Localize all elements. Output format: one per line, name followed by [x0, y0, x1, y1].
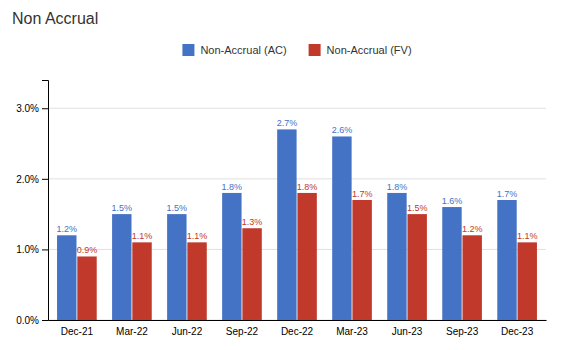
data-labels: 1.2% 1.5% 1.5% 1.8% 2.7% 2.6% 1.8% 1.6% 1.7% 0.9%… [57, 118, 538, 255]
x-axis: Dec-21 Mar-22 Jun-22 Sep-22 Dec-22 Mar-23 Jun-… [49, 320, 547, 337]
data-label: 1.5% [112, 203, 133, 213]
bar [187, 242, 206, 320]
y-tick: 2.0% [16, 174, 48, 185]
data-label: 1.7% [352, 189, 373, 199]
bar [518, 242, 537, 320]
grid-line [48, 108, 546, 109]
bar [222, 193, 241, 320]
x-tick-label: Jun-23 [392, 326, 423, 337]
y-tick-label: 1.0% [16, 244, 39, 255]
y-tick: 3.0% [16, 103, 48, 114]
y-tick: 0.0% [16, 315, 48, 326]
data-label: 1.2% [462, 224, 483, 234]
data-label: 2.6% [332, 125, 353, 135]
x-tick: Dec-22 [281, 320, 314, 337]
bar [112, 214, 131, 320]
y-tick: 1.0% [16, 244, 48, 255]
data-label: 2.7% [277, 118, 298, 128]
data-label: 1.8% [297, 182, 318, 192]
data-label: 0.9% [77, 245, 98, 255]
legend-swatch [182, 44, 194, 56]
y-tick-label: 0.0% [16, 315, 39, 326]
title: Non Accrual [12, 10, 98, 27]
data-label: 1.1% [517, 231, 538, 241]
grid-line [48, 178, 546, 179]
data-label: 1.8% [222, 182, 243, 192]
bar [497, 200, 516, 320]
data-label: 1.8% [387, 182, 408, 192]
y-tick-line [42, 179, 48, 180]
legend: Non-Accrual (AC) Non-Accrual (FV) [182, 44, 411, 56]
data-label: 1.5% [407, 203, 428, 213]
data-label: 1.6% [442, 196, 463, 206]
bar [132, 242, 151, 320]
bar [277, 129, 296, 320]
bar [442, 207, 461, 320]
y-axis: 0.0% 1.0% 2.0% 3.0% [16, 81, 48, 326]
legend-item: Non-Accrual (AC) [182, 44, 286, 56]
grid [48, 108, 546, 320]
x-tick-label: Dec-22 [281, 326, 314, 337]
data-label: 1.5% [167, 203, 188, 213]
bar [462, 235, 481, 320]
bar [352, 200, 371, 320]
data-label: 1.7% [497, 189, 518, 199]
y-tick-line [42, 320, 48, 321]
bar [57, 235, 76, 320]
data-label: 1.2% [57, 224, 78, 234]
x-tick: Dec-21 [61, 320, 94, 337]
bar [387, 193, 406, 320]
legend-swatch [309, 44, 321, 56]
x-tick-label: Sep-22 [226, 326, 259, 337]
x-tick: Mar-23 [336, 320, 368, 337]
bar [242, 228, 261, 320]
bar [407, 214, 426, 320]
chart: Non Accrual1.2%1.5%1.5%1.8%2.7%2.6%1.8%1… [0, 0, 562, 350]
x-tick: Jun-23 [392, 320, 423, 337]
x-tick-label: Mar-22 [116, 326, 148, 337]
y-tick-label: 2.0% [16, 174, 39, 185]
bar [167, 214, 186, 320]
x-tick: Mar-22 [116, 320, 148, 337]
bar [77, 256, 96, 320]
data-label: 1.3% [242, 217, 263, 227]
x-tick: Dec-23 [501, 320, 534, 337]
x-tick-label: Mar-23 [336, 326, 368, 337]
bars [57, 129, 537, 320]
x-axis-line [49, 320, 547, 321]
legend-item: Non-Accrual (FV) [309, 44, 412, 56]
bar [332, 136, 351, 320]
y-axis-line [42, 81, 49, 321]
data-label: 1.1% [132, 231, 153, 241]
y-tick-line [42, 108, 48, 109]
bar [297, 193, 316, 320]
data-label: 1.1% [187, 231, 208, 241]
x-tick-label: Dec-23 [501, 326, 534, 337]
x-tick-label: Jun-22 [172, 326, 203, 337]
y-tick-line [42, 249, 48, 250]
x-tick-label: Dec-21 [61, 326, 94, 337]
legend-label: Non-Accrual (FV) [327, 44, 412, 56]
x-tick: Sep-22 [226, 320, 259, 337]
x-tick: Jun-22 [172, 320, 203, 337]
x-tick: Sep-23 [446, 320, 479, 337]
legend-label: Non-Accrual (AC) [200, 44, 286, 56]
x-tick-label: Sep-23 [446, 326, 479, 337]
y-tick-label: 3.0% [16, 103, 39, 114]
